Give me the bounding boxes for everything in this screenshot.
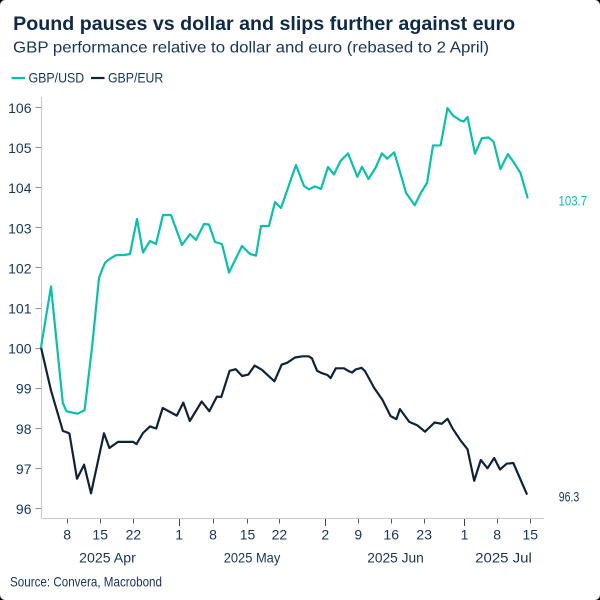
svg-text:1: 1 [461, 527, 469, 543]
svg-text:105: 105 [8, 140, 32, 156]
svg-text:Source: Convera, Macrobond: Source: Convera, Macrobond [10, 574, 162, 590]
svg-text:15: 15 [523, 527, 539, 543]
svg-text:97: 97 [16, 461, 32, 477]
svg-text:103: 103 [8, 220, 32, 236]
svg-text:8: 8 [63, 527, 71, 543]
svg-text:8: 8 [493, 527, 501, 543]
svg-text:15: 15 [240, 527, 256, 543]
svg-text:2: 2 [321, 527, 329, 543]
svg-text:103.7: 103.7 [559, 193, 588, 209]
svg-text:16: 16 [383, 527, 399, 543]
svg-text:96: 96 [16, 501, 32, 517]
svg-text:2025 Apr: 2025 Apr [79, 550, 136, 566]
svg-text:22: 22 [126, 527, 142, 543]
svg-text:102: 102 [8, 260, 32, 276]
svg-text:101: 101 [8, 301, 32, 317]
svg-text:106: 106 [8, 100, 32, 116]
svg-text:104: 104 [8, 180, 32, 196]
svg-text:100: 100 [8, 341, 32, 357]
svg-text:96.3: 96.3 [559, 489, 580, 505]
svg-text:1: 1 [175, 527, 183, 543]
svg-text:GBP/USD: GBP/USD [29, 70, 85, 86]
svg-text:15: 15 [92, 527, 108, 543]
svg-text:23: 23 [416, 527, 432, 543]
svg-text:2025 Jul: 2025 Jul [475, 550, 532, 566]
svg-text:2025 May: 2025 May [224, 550, 281, 566]
svg-text:22: 22 [272, 527, 288, 543]
svg-text:GBP performance relative to do: GBP performance relative to dollar and e… [13, 40, 489, 57]
svg-text:99: 99 [16, 381, 32, 397]
svg-text:Pound pauses vs dollar and sli: Pound pauses vs dollar and slips further… [13, 14, 515, 35]
svg-text:9: 9 [354, 527, 362, 543]
svg-text:8: 8 [209, 527, 217, 543]
svg-text:2025 Jun: 2025 Jun [367, 550, 424, 566]
svg-text:98: 98 [16, 421, 32, 437]
svg-text:GBP/EUR: GBP/EUR [108, 70, 163, 86]
